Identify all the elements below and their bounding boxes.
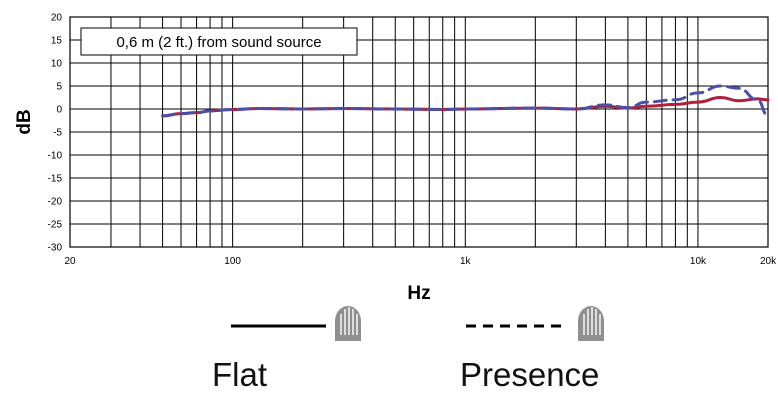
legend-label-flat: Flat (212, 356, 268, 393)
series-line-presence (161, 84, 770, 118)
y-tick-label: -15 (48, 174, 63, 185)
y-tick-label: 10 (51, 59, 63, 70)
y-tick-label: -25 (48, 220, 63, 231)
y-axis-label: dB (14, 109, 35, 134)
y-tick-label: 5 (56, 82, 62, 93)
y-tick-label: -5 (53, 128, 62, 139)
x-tick-label: 100 (224, 256, 241, 267)
y-tick-label: 15 (51, 36, 63, 47)
y-tick-label: -30 (48, 243, 63, 254)
y-tick-label: -10 (48, 151, 63, 162)
legend-label-presence: Presence (460, 356, 600, 393)
y-tick-labels: 20 15 10 5 0 -5 -10 -15 -20 -25 -30 (48, 13, 63, 254)
x-tick-label: 10k (690, 256, 707, 267)
microphone-grille-icon (578, 306, 604, 341)
x-axis-label: Hz (407, 283, 430, 304)
series-lines (161, 84, 770, 118)
x-tick-labels: 20 100 1k 10k 20k (64, 256, 777, 267)
y-tick-label: 20 (51, 13, 63, 24)
x-tick-label: 20k (760, 256, 777, 267)
y-tick-label: -20 (48, 197, 63, 208)
annotation-text: 0,6 m (2 ft.) from sound source (116, 34, 321, 51)
annotation-box (80, 27, 358, 56)
plot-frame (69, 16, 769, 248)
x-tick-label: 1k (460, 256, 472, 267)
microphone-grille-icon (335, 306, 361, 341)
y-tick-label: 0 (56, 105, 62, 116)
x-tick-label: 20 (64, 256, 76, 267)
